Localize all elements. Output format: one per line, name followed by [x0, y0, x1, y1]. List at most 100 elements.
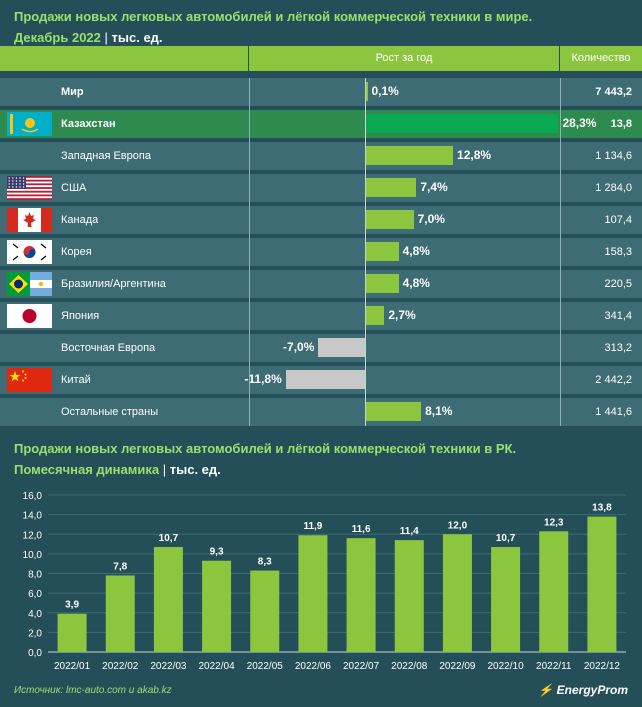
x-tick-label: 2022/12 [584, 661, 621, 672]
quantity-value: 1 441,6 [595, 406, 632, 418]
usa-flag [7, 176, 52, 200]
x-tick-label: 2022/08 [391, 661, 428, 672]
growth-bar [366, 146, 454, 165]
quantity-value: 107,4 [604, 214, 632, 226]
korea-flag [7, 240, 52, 264]
country-name: Япония [61, 310, 100, 322]
bar [105, 575, 135, 652]
chart-title-line2: Помесячная динамика | тыс. ед. [14, 459, 516, 480]
kazakhstan-flag [7, 112, 52, 136]
bar-value-label: 8,3 [258, 557, 272, 568]
country-name: Мир [61, 86, 84, 98]
bar-value-label: 3,9 [65, 600, 79, 611]
country-name: Восточная Европа [61, 342, 156, 354]
growth-label: 12,8% [457, 148, 492, 162]
table-title: Продажи новых легковых автомобилей и лёг… [14, 6, 532, 48]
table-title-line1: Продажи новых легковых автомобилей и лёг… [14, 9, 533, 24]
growth-bar [366, 114, 559, 133]
bar-value-label: 11,9 [303, 521, 322, 532]
bar-value-label: 12,0 [448, 520, 468, 531]
china-flag [7, 368, 52, 392]
bar-value-label: 7,8 [113, 561, 127, 572]
y-tick-label: 10,0 [23, 550, 43, 561]
table-row: Китай 2 442,2 -11,8% [0, 366, 642, 394]
chart-title: Продажи новых легковых автомобилей и лёг… [14, 438, 516, 480]
y-tick-label: 14,0 [23, 511, 43, 522]
chart-title-unit: тыс. ед. [169, 462, 221, 477]
growth-bar [318, 338, 366, 357]
growth-label: 7,0% [417, 212, 445, 226]
growth-bar [366, 242, 399, 261]
table-title-unit: тыс. ед. [111, 30, 163, 45]
header-growth: Рост за год [249, 46, 559, 71]
growth-bar [366, 210, 414, 229]
y-tick-label: 2,0 [28, 628, 42, 639]
logo-text: EnergyProm [556, 683, 628, 697]
table-row: Япония 341,4 2,7% [0, 302, 642, 330]
table-row: Западная Европа 1 134,6 12,8% [0, 142, 642, 170]
growth-bar [366, 402, 422, 421]
growth-bar [366, 178, 417, 197]
energyprom-logo: ⚡ EnergyProm [538, 683, 628, 697]
brazil-argentina-flag [7, 272, 52, 296]
chart-title-line1: Продажи новых легковых автомобилей и лёг… [14, 441, 517, 456]
quantity-value: 341,4 [604, 310, 632, 322]
bar-value-label: 11,4 [400, 526, 419, 537]
canada-flag [7, 208, 52, 232]
table-row: Канада 107,4 7,0% [0, 206, 642, 234]
header-blank [0, 46, 248, 71]
bar [202, 560, 232, 652]
bar [346, 538, 376, 652]
bar-value-label: 10,7 [159, 533, 179, 544]
country-name: Остальные страны [61, 406, 159, 418]
chart-title-separator: | [162, 462, 167, 477]
quantity-value: 2 442,2 [595, 374, 632, 386]
quantity-value: 313,2 [604, 342, 632, 354]
table-row: Бразилия/Аргентина 220,5 4,8% [0, 270, 642, 298]
growth-label: 8,1% [425, 404, 453, 418]
bar-chart: 0,0 2,0 4,0 6,0 8,0 10,0 12,0 14,0 16,0 3,9 2022/0… [23, 491, 626, 672]
growth-label: -7,0% [283, 340, 315, 354]
growth-bar [366, 82, 368, 101]
table-row: Мир 7 443,2 0,1% [0, 78, 642, 106]
bar-value-label: 11,6 [352, 524, 371, 535]
quantity-value: 1 134,6 [595, 150, 632, 162]
x-tick-label: 2022/03 [150, 661, 187, 672]
bar [250, 570, 280, 652]
quantity-value: 220,5 [604, 278, 632, 290]
bar [539, 531, 569, 652]
table-row: Восточная Европа 313,2 -7,0% [0, 334, 642, 362]
header-quantity: Количество [560, 46, 642, 71]
y-tick-label: 6,0 [28, 589, 42, 600]
y-tick-label: 16,0 [23, 491, 43, 502]
quantity-value: 13,8 [610, 118, 632, 130]
bar [442, 534, 472, 652]
column-divider [249, 78, 250, 426]
country-name: Корея [61, 246, 92, 258]
growth-label: 7,4% [420, 180, 448, 194]
table-title-separator: | [104, 30, 108, 45]
growth-label: 28,3% [562, 116, 597, 130]
x-tick-label: 2022/10 [488, 661, 525, 672]
x-tick-label: 2022/05 [247, 661, 284, 672]
growth-label: -11,8% [244, 372, 282, 386]
country-name: Западная Европа [61, 150, 151, 162]
growth-bar [285, 370, 366, 389]
bar [153, 547, 183, 652]
bar [57, 613, 87, 652]
bar-value-label: 13,8 [592, 503, 612, 514]
x-tick-label: 2022/02 [102, 661, 139, 672]
y-tick-label: 8,0 [28, 570, 42, 581]
x-tick-label: 2022/01 [54, 661, 91, 672]
bar [491, 547, 521, 652]
japan-flag [7, 304, 52, 328]
x-tick-label: 2022/09 [439, 661, 476, 672]
column-divider [560, 78, 561, 426]
growth-bar [366, 274, 399, 293]
y-tick-label: 12,0 [23, 530, 43, 541]
y-tick-label: 0,0 [28, 648, 42, 659]
table-row: Остальные страны 1 441,6 8,1% [0, 398, 642, 426]
bar-value-label: 9,3 [210, 547, 224, 558]
logo-mark-icon: ⚡ [538, 683, 554, 697]
table-title-date: Декабрь 2022 [14, 30, 101, 45]
